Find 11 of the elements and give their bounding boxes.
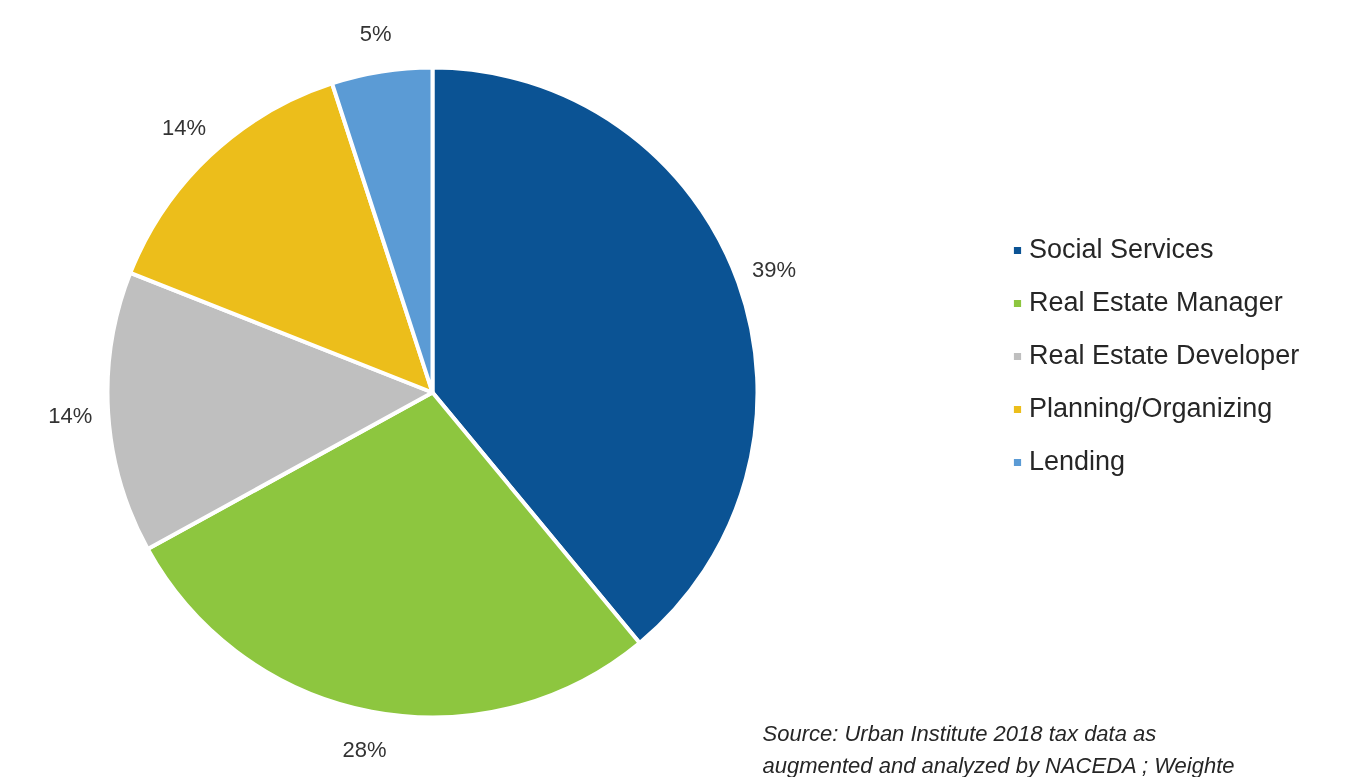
source-note: Source: Urban Institute 2018 tax data as augmented and analyzed by NACEDA ; Weighte (762, 721, 1235, 777)
legend-label: Real Estate Developer (1029, 340, 1300, 371)
legend-label: Lending (1029, 446, 1126, 477)
data-label: 39% (752, 257, 797, 283)
data-label: 28% (342, 736, 387, 762)
legend-label: Social Services (1029, 234, 1214, 265)
legend-label: Planning/Organizing (1029, 393, 1273, 424)
data-label: 14% (48, 402, 93, 428)
data-label: 14% (161, 115, 207, 141)
legend-label: Real Estate Manager (1029, 287, 1283, 318)
data-label: 5% (359, 21, 392, 47)
